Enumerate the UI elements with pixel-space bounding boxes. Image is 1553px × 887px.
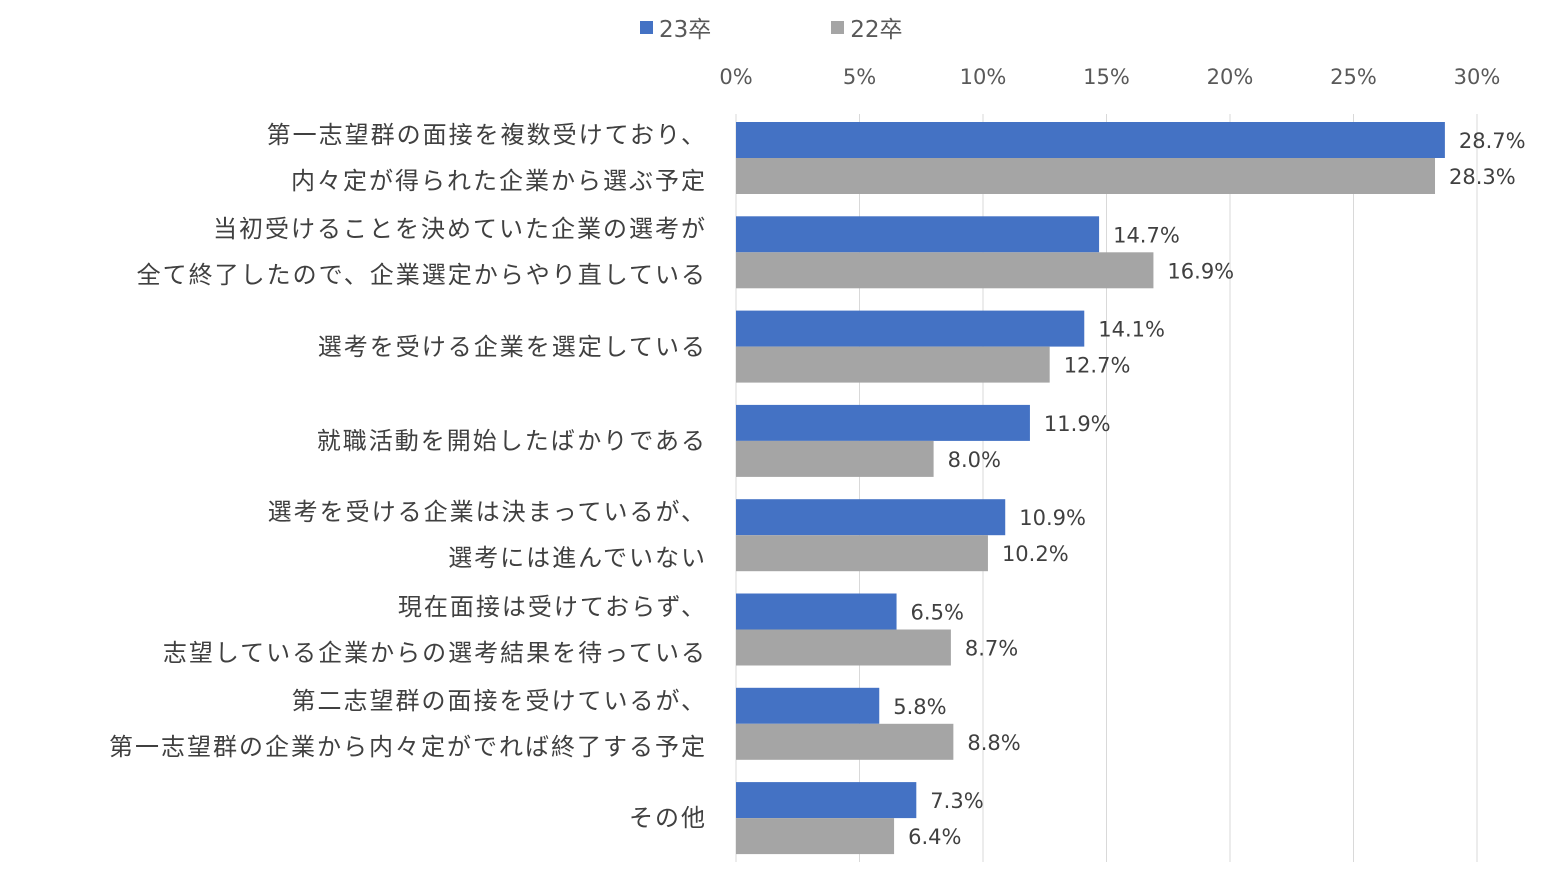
legend: 23卒 22卒 bbox=[640, 10, 1023, 44]
x-tick-label-30: 30% bbox=[1454, 65, 1501, 89]
bar-22-cat7 bbox=[736, 818, 895, 855]
category-label-3: 就職活動を開始したばかりである bbox=[316, 426, 707, 455]
category-label-0: 第一志望群の面接を複数受けており、 内々定が得られた企業から選ぶ予定 bbox=[266, 121, 707, 195]
bar-23-cat2 bbox=[736, 310, 1085, 347]
bar-22-cat5 bbox=[736, 629, 951, 666]
bar-23-cat1 bbox=[736, 216, 1100, 253]
data-label-22-cat7: 6.4% bbox=[908, 825, 961, 849]
bar-22-cat3 bbox=[736, 440, 934, 477]
bar-23-cat4 bbox=[736, 499, 1006, 536]
category-label-4: 選考を受ける企業は決まっているが、 選考には進んでいない bbox=[267, 498, 707, 573]
bar-23-cat5 bbox=[736, 593, 897, 630]
data-label-22-cat6: 8.8% bbox=[967, 731, 1020, 755]
data-label-23-cat0: 28.7% bbox=[1459, 129, 1526, 153]
data-label-23-cat2: 14.1% bbox=[1098, 318, 1165, 342]
data-label-23-cat3: 11.9% bbox=[1044, 412, 1111, 436]
bar-22-cat2 bbox=[736, 346, 1050, 383]
bar-23-cat3 bbox=[736, 404, 1030, 441]
data-label-23-cat7: 7.3% bbox=[930, 789, 983, 813]
x-tick-label-5: 5% bbox=[843, 65, 876, 89]
data-label-22-cat0: 28.3% bbox=[1449, 165, 1516, 189]
bar-22-cat0 bbox=[736, 158, 1436, 194]
category-label-6: 第二志望群の面接を受けているが、 第一志望群の企業から内々定がでれば終了する予定 bbox=[109, 686, 707, 761]
category-label-5: 現在面接は受けておらず、 志望している企業からの選考結果を待っている bbox=[162, 592, 707, 667]
x-tick-label-20: 20% bbox=[1207, 65, 1254, 89]
data-label-22-cat5: 8.7% bbox=[965, 637, 1018, 661]
data-label-22-cat2: 12.7% bbox=[1064, 354, 1131, 378]
data-label-22-cat3: 8.0% bbox=[948, 448, 1001, 472]
category-label-2: 選考を受ける企業を選定している bbox=[317, 332, 707, 361]
x-tick-label-25: 25% bbox=[1330, 65, 1377, 89]
bar-23-cat7 bbox=[736, 782, 917, 819]
bar-23-cat6 bbox=[736, 687, 880, 724]
bar-22-cat6 bbox=[736, 723, 954, 760]
legend-item-22: 22卒 bbox=[831, 10, 903, 44]
data-label-23-cat6: 5.8% bbox=[893, 695, 946, 719]
category-label-1: 当初受けることを決めていた企業の選考が 全て終了したので、企業選定からやり直して… bbox=[136, 215, 707, 290]
legend-swatch-23 bbox=[640, 20, 653, 34]
bar-23-cat0 bbox=[736, 122, 1445, 158]
data-label-23-cat4: 10.9% bbox=[1019, 506, 1086, 530]
bar-22-cat1 bbox=[736, 252, 1154, 289]
x-tick-label-0: 0% bbox=[719, 65, 752, 89]
data-label-23-cat5: 6.5% bbox=[911, 601, 964, 625]
bar-22-cat4 bbox=[736, 535, 988, 572]
x-tick-label-15: 15% bbox=[1083, 65, 1130, 89]
legend-swatch-22 bbox=[831, 20, 845, 34]
data-label-22-cat4: 10.2% bbox=[1002, 542, 1069, 566]
legend-item-23: 23卒 bbox=[640, 10, 711, 44]
legend-label-23: 23卒 bbox=[659, 17, 712, 43]
data-label-23-cat1: 14.7% bbox=[1113, 223, 1180, 247]
data-label-22-cat1: 16.9% bbox=[1167, 259, 1234, 283]
category-label-7: その他 bbox=[629, 804, 707, 833]
x-tick-label-10: 10% bbox=[960, 65, 1007, 89]
legend-label-22: 22卒 bbox=[850, 17, 903, 43]
